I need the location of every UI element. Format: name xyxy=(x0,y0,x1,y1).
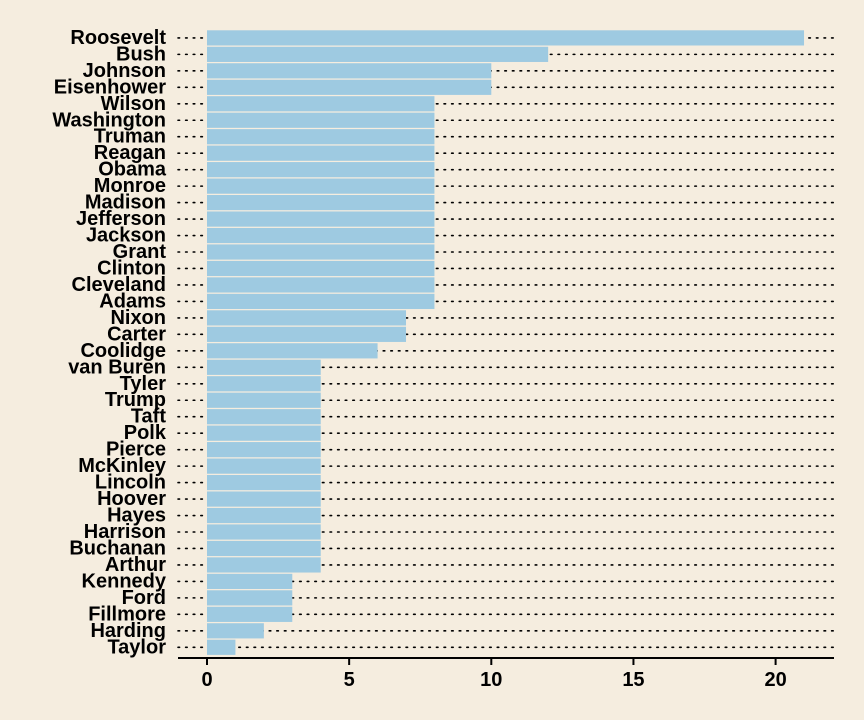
bar xyxy=(207,409,321,425)
bar xyxy=(207,590,293,606)
category-label: Bush xyxy=(116,43,166,65)
bar xyxy=(207,326,407,342)
x-tick-label: 5 xyxy=(344,669,355,691)
category-label: Fillmore xyxy=(88,603,166,625)
category-label: Jackson xyxy=(86,225,166,247)
bar xyxy=(207,129,435,145)
x-tick-label: 10 xyxy=(480,669,502,691)
category-label: Adams xyxy=(99,290,166,312)
category-label: Kennedy xyxy=(82,570,167,592)
category-label: Taylor xyxy=(107,636,166,658)
category-label: Jefferson xyxy=(76,208,166,230)
bar xyxy=(207,162,435,178)
bar xyxy=(207,195,435,211)
x-tick-label: 20 xyxy=(764,669,786,691)
category-label: Reagan xyxy=(94,142,166,164)
category-label: Nixon xyxy=(110,307,166,329)
bar xyxy=(207,557,321,573)
bar xyxy=(207,211,435,227)
category-label: McKinley xyxy=(78,455,167,477)
category-label: Arthur xyxy=(105,554,166,576)
category-label: van Buren xyxy=(68,356,166,378)
bar xyxy=(207,540,321,557)
category-label: Trump xyxy=(105,389,166,411)
bar xyxy=(207,524,321,540)
category-label: Hoover xyxy=(97,488,166,510)
bar xyxy=(207,573,293,590)
bar xyxy=(207,310,407,326)
category-label: Obama xyxy=(98,159,167,181)
category-label: Clinton xyxy=(97,257,166,279)
x-tick-label: 0 xyxy=(201,669,212,691)
bar xyxy=(207,606,293,622)
bar xyxy=(207,46,549,62)
category-label: Wilson xyxy=(101,93,166,115)
bar xyxy=(207,277,435,293)
bar xyxy=(207,458,321,474)
guide-lines xyxy=(177,37,835,649)
category-label: Taft xyxy=(131,406,167,428)
bar xyxy=(207,491,321,507)
category-label: Hayes xyxy=(107,505,166,527)
bar xyxy=(207,112,435,128)
bar xyxy=(207,145,435,161)
category-label: Ford xyxy=(122,587,166,609)
category-label: Coolidge xyxy=(80,340,166,362)
category-label: Roosevelt xyxy=(70,27,166,49)
bar xyxy=(207,343,378,359)
category-label: Eisenhower xyxy=(54,76,166,98)
bar xyxy=(207,359,321,375)
category-label: Buchanan xyxy=(69,537,166,559)
bars xyxy=(207,30,805,655)
category-label: Polk xyxy=(124,422,167,444)
category-label: Tyler xyxy=(120,373,167,395)
category-label: Pierce xyxy=(106,439,166,461)
bar xyxy=(207,293,435,310)
category-label: Lincoln xyxy=(95,472,166,494)
bar xyxy=(207,376,321,392)
bar xyxy=(207,30,805,46)
x-axis-ticks: 0 5 10 15 20 xyxy=(201,658,787,691)
bar xyxy=(207,474,321,491)
category-label: Harding xyxy=(90,620,166,642)
bar xyxy=(207,63,492,79)
category-label: Harrison xyxy=(84,521,166,543)
category-label: Carter xyxy=(107,323,166,345)
bar xyxy=(207,442,321,458)
bar xyxy=(207,178,435,194)
bar xyxy=(207,392,321,408)
bar xyxy=(207,96,435,112)
category-labels: RooseveltBushJohnsonEisenhowerWilsonWash… xyxy=(52,27,167,658)
bar xyxy=(207,623,264,639)
bar xyxy=(207,425,321,441)
bar xyxy=(207,507,321,524)
bar xyxy=(207,79,492,95)
bar xyxy=(207,639,236,655)
bar xyxy=(207,244,435,260)
category-label: Cleveland xyxy=(72,274,166,296)
category-label: Grant xyxy=(113,241,167,263)
category-label: Johnson xyxy=(83,60,166,82)
bar xyxy=(207,260,435,277)
x-tick-label: 15 xyxy=(622,669,644,691)
category-label: Washington xyxy=(52,109,166,131)
bar xyxy=(207,227,435,244)
category-label: Monroe xyxy=(94,175,166,197)
category-label: Madison xyxy=(85,192,166,214)
category-label: Truman xyxy=(94,126,166,148)
